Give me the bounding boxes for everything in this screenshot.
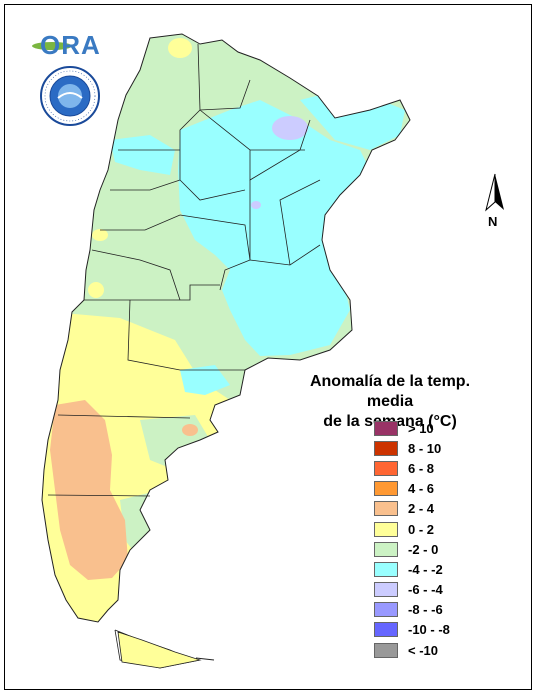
legend-label: -2 - 0	[408, 541, 439, 557]
malvinas-hint	[195, 657, 215, 661]
legend-item: 0 - 2	[374, 519, 450, 539]
legend-swatch	[374, 460, 398, 476]
legend-label: 0 - 2	[408, 521, 435, 537]
zone-minus6-minus4-small	[251, 201, 261, 209]
legend-label: 4 - 6	[408, 481, 435, 497]
legend-swatch	[374, 501, 398, 517]
legend-item: -6 - -4	[374, 580, 450, 600]
legend-swatch	[374, 521, 398, 537]
zone-0-2-west2	[88, 282, 104, 298]
tierra-del-fuego	[117, 631, 202, 669]
legend-label: 6 - 8	[408, 460, 435, 476]
legend-label: -8 - -6	[408, 602, 443, 618]
legend-item: 2 - 4	[374, 499, 450, 519]
legend-label: < -10	[408, 642, 438, 658]
legend-item: 4 - 6	[374, 479, 450, 499]
ora-logo: ORA	[28, 28, 108, 62]
zone-2-4-patagonia	[50, 400, 128, 580]
legend-swatch	[374, 561, 398, 577]
legend-swatch	[374, 420, 398, 436]
north-arrow-icon	[485, 173, 504, 212]
legend-item: 6 - 8	[374, 458, 450, 478]
legend-swatch	[374, 602, 398, 618]
legend-item: -8 - -6	[374, 600, 450, 620]
legend-label: -10 - -8	[408, 622, 450, 638]
legend-swatch	[374, 541, 398, 557]
legend-item: > 10	[374, 418, 450, 438]
legend-swatch	[374, 440, 398, 456]
ora-logo-text: ORA	[40, 30, 101, 60]
legend-item: < -10	[374, 640, 450, 660]
legend-label: > 10	[408, 420, 434, 436]
legend-swatch	[374, 622, 398, 638]
legend-item: -4 - -2	[374, 559, 450, 579]
zone-minus4-minus2-cuyo	[110, 135, 175, 175]
legend-label: 8 - 10	[408, 440, 442, 456]
legend-item: 8 - 10	[374, 438, 450, 458]
legend-label: -6 - -4	[408, 582, 443, 598]
north-label: N	[488, 214, 498, 229]
zone-2-4-coast	[182, 424, 198, 436]
legend-title-line1: Anomalía de la temp. media	[309, 373, 471, 410]
legend: > 10 8 - 10 6 - 8 4 - 6 2 - 4 0 - 2 -2 - 0 -4 -…	[374, 418, 450, 660]
legend-item: -10 - -8	[374, 620, 450, 640]
zone-minus4-minus2-south-bsas	[180, 365, 230, 395]
zone-0-2-west	[92, 229, 108, 241]
legend-label: -4 - -2	[408, 561, 443, 577]
legend-label: 2 - 4	[408, 501, 435, 517]
legend-title: Anomalía de la temp. media de la semana …	[290, 372, 490, 432]
legend-item: -2 - 0	[374, 539, 450, 559]
meteorological-service-seal-icon	[40, 66, 100, 126]
zone-minus4-minus2-central	[178, 100, 370, 356]
zone-0-2-north	[168, 38, 192, 58]
legend-swatch	[374, 582, 398, 598]
legend-swatch	[374, 481, 398, 497]
ora-logo-swoosh	[32, 42, 72, 50]
zone-minus6-minus4-misiones	[272, 116, 308, 140]
legend-swatch	[374, 642, 398, 658]
